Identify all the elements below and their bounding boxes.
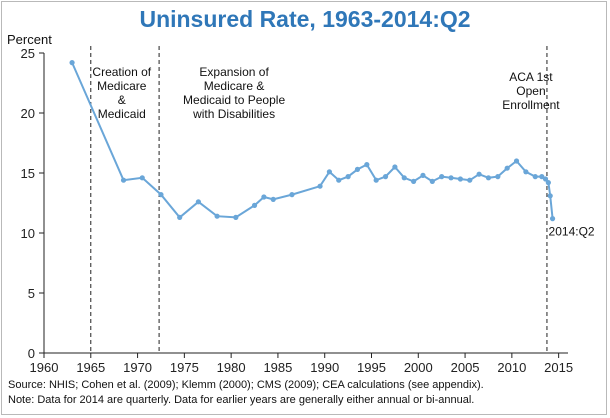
data-point — [392, 164, 398, 170]
data-point — [457, 176, 463, 182]
data-point — [233, 214, 239, 220]
data-point — [120, 177, 127, 183]
data-point — [439, 174, 445, 180]
event-annotation: Medicaid — [98, 107, 146, 121]
chart-title: Uninsured Rate, 1963-2014:Q2 — [139, 6, 471, 32]
x-tick-label: 1970 — [123, 360, 152, 375]
x-tick-label: 1960 — [30, 360, 59, 375]
y-tick-label: 0 — [28, 346, 35, 361]
event-annotation: Creation of — [92, 65, 151, 79]
event-annotation: Expansion of — [199, 65, 269, 79]
y-tick-label: 5 — [28, 286, 35, 301]
data-point — [158, 192, 164, 198]
data-point — [373, 177, 379, 183]
data-point — [485, 175, 492, 181]
data-point — [177, 214, 183, 220]
data-point — [401, 175, 407, 181]
event-annotation: ACA 1st — [509, 70, 553, 84]
data-point — [270, 196, 276, 202]
data-point — [545, 180, 551, 186]
data-point — [345, 174, 351, 180]
data-point — [214, 213, 220, 219]
data-point — [195, 199, 201, 205]
data-point — [539, 174, 545, 180]
x-tick-label: 2010 — [497, 360, 526, 375]
data-point — [261, 194, 267, 200]
data-point — [364, 162, 370, 168]
data-point — [336, 177, 342, 183]
x-tick-label: 1995 — [357, 360, 386, 375]
data-point — [429, 178, 435, 184]
y-tick-label: 25 — [21, 46, 35, 61]
data-point — [467, 177, 473, 183]
y-tick-label: 15 — [21, 166, 35, 181]
x-tick-label: 2000 — [404, 360, 433, 375]
data-point — [354, 166, 361, 172]
y-tick-label: 20 — [21, 106, 35, 121]
data-point — [251, 202, 258, 208]
event-annotation: Medicaid to People — [183, 93, 285, 107]
event-annotation: with Disabilities — [192, 107, 275, 121]
x-tick-label: 1980 — [217, 360, 246, 375]
data-point — [476, 171, 482, 177]
event-annotation: Enrollment — [502, 98, 560, 112]
end-point-label: 2014:Q2 — [549, 225, 595, 239]
data-point — [317, 183, 323, 189]
y-tick-label: 10 — [21, 226, 35, 241]
data-point — [495, 174, 501, 180]
data-point — [448, 175, 454, 181]
data-point — [69, 60, 75, 66]
event-annotation: Medicare — [97, 79, 147, 93]
x-tick-label: 1985 — [263, 360, 292, 375]
x-tick-label: 1990 — [310, 360, 339, 375]
x-tick-label: 2005 — [451, 360, 480, 375]
data-point — [513, 158, 520, 164]
data-point — [326, 169, 332, 175]
data-point — [523, 169, 529, 175]
x-tick-label: 1965 — [76, 360, 105, 375]
data-note: Note: Data for 2014 are quarterly. Data … — [8, 394, 475, 406]
data-point — [504, 165, 510, 171]
event-annotation: & — [118, 93, 126, 107]
data-point — [289, 192, 295, 198]
source-note: Source: NHIS; Cohen et al. (2009); Klemm… — [8, 379, 484, 391]
x-tick-label: 2015 — [544, 360, 573, 375]
data-point — [542, 176, 549, 182]
event-annotation: Medicare & — [204, 79, 265, 93]
data-point — [547, 193, 553, 199]
data-point — [411, 178, 417, 184]
data-point — [139, 175, 145, 181]
event-annotation: Open — [516, 84, 545, 98]
data-point — [420, 172, 426, 178]
data-point — [532, 174, 538, 180]
data-point — [549, 216, 556, 222]
x-tick-label: 1975 — [170, 360, 199, 375]
y-axis-label: Percent — [7, 32, 52, 47]
data-point — [382, 174, 389, 180]
